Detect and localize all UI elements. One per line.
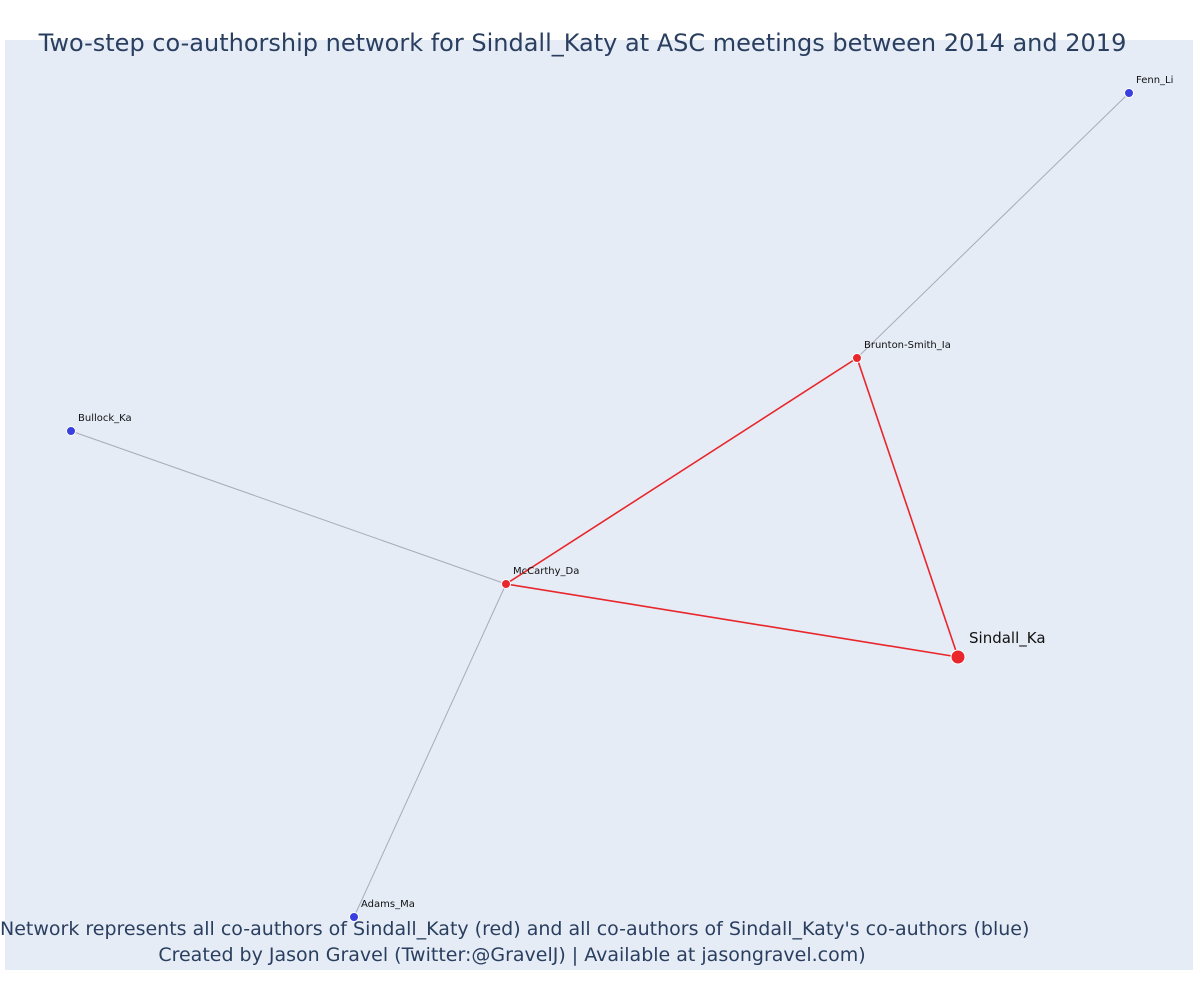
node-McCarthy_Da[interactable]	[501, 579, 511, 589]
edge-Brunton-Smith_Ia-McCarthy_Da	[505, 357, 858, 585]
footer-caption-line2: Created by Jason Gravel (Twitter:@Gravel…	[158, 944, 866, 966]
labels-layer: Sindall_Ka Brunton-Smith_Ia McCarthy_Da Fen…	[78, 75, 1173, 910]
edge-Sindall_Ka-McCarthy_Da	[505, 583, 959, 658]
node-label-Fenn_Li: Fenn_Li	[1136, 75, 1173, 86]
node-Bullock_Ka[interactable]	[66, 426, 76, 436]
node-Sindall_Ka[interactable]	[950, 649, 966, 665]
chart-title: Two-step co-authorship network for Sinda…	[38, 29, 1127, 57]
edge-Sindall_Ka-Brunton-Smith_Ia	[856, 357, 959, 658]
node-label-McCarthy_Da: McCarthy_Da	[513, 566, 579, 577]
edge-McCarthy_Da-Adams_Ma	[353, 583, 507, 918]
node-label-Adams_Ma: Adams_Ma	[361, 899, 415, 910]
node-Fenn_Li[interactable]	[1124, 88, 1134, 98]
edge-Brunton-Smith_Ia-Fenn_Li	[856, 92, 1130, 359]
node-Adams_Ma[interactable]	[349, 912, 359, 922]
edges-layer	[70, 92, 1130, 918]
edge-McCarthy_Da-Bullock_Ka	[70, 430, 507, 585]
node-label-Brunton-Smith_Ia: Brunton-Smith_Ia	[864, 340, 951, 351]
node-label-Sindall_Ka: Sindall_Ka	[969, 629, 1046, 648]
footer-caption-line1: Network represents all co-authors of Sin…	[0, 918, 1030, 940]
node-Brunton-Smith_Ia[interactable]	[852, 353, 862, 363]
plot-background	[5, 40, 1193, 970]
nodes-layer	[66, 88, 1134, 922]
node-label-Bullock_Ka: Bullock_Ka	[78, 413, 132, 424]
